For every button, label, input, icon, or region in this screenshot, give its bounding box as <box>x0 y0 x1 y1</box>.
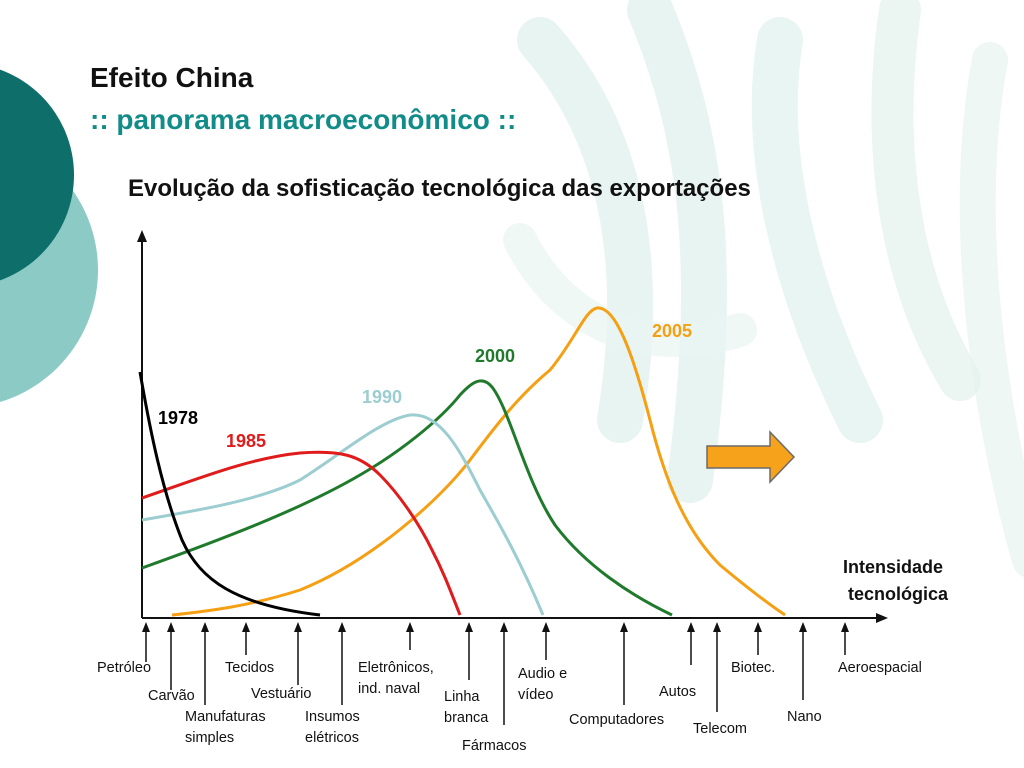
curve-1985 <box>141 450 462 616</box>
category-tick-arrow <box>201 622 209 705</box>
series-label-2000: 2000 <box>475 346 515 366</box>
curve-2005 <box>171 306 786 617</box>
category-labels: Petróleo Carvão Manufaturas simples Tecidos V… <box>97 660 922 754</box>
slide-subtitle: :: panorama macroeconômico :: <box>90 104 517 135</box>
category-label-tecidos: Tecidos <box>225 660 274 676</box>
category-tick-arrow <box>242 622 250 655</box>
category-tick-arrow <box>142 622 150 662</box>
category-tick-arrow <box>713 622 721 712</box>
category-tick-arrow <box>754 622 762 655</box>
chart-title: Evolução da sofisticação tecnológica das… <box>128 175 751 202</box>
category-tick-arrow <box>465 622 473 680</box>
category-label-autos: Autos <box>659 684 696 700</box>
y-axis <box>137 230 147 618</box>
category-label-telecom: Telecom <box>693 721 747 737</box>
category-label-computadores: Computadores <box>569 712 664 728</box>
category-label-audio-e-vídeo: Audio e vídeo <box>518 666 567 703</box>
category-ticks <box>142 622 849 725</box>
category-tick-arrow <box>294 622 302 685</box>
category-label-eletrônicos-ind-naval: Eletrônicos, ind. naval <box>358 660 434 697</box>
decorative-circle-dark <box>0 69 74 281</box>
category-tick-arrow <box>500 622 508 725</box>
category-tick-arrow <box>799 622 807 700</box>
category-label-petróleo: Petróleo <box>97 660 151 676</box>
x-axis-title: Intensidade tecnológica <box>843 557 949 604</box>
category-tick-arrow <box>167 622 175 690</box>
series-label-1990: 1990 <box>362 387 402 407</box>
category-tick-arrow <box>338 622 346 705</box>
category-label-carvão: Carvão <box>148 688 195 704</box>
series-label-1978: 1978 <box>158 408 198 428</box>
category-tick-arrow <box>542 622 550 660</box>
category-tick-arrow <box>841 622 849 655</box>
category-label-vestuário: Vestuário <box>251 686 311 702</box>
category-tick-arrow <box>406 622 414 650</box>
category-label-nano: Nano <box>787 709 822 725</box>
category-label-linha-branca: Linha branca <box>444 689 489 726</box>
series-label-2005: 2005 <box>652 321 692 341</box>
slide-title: Efeito China <box>90 62 254 93</box>
category-label-manufaturas-simples: Manufaturas simples <box>185 709 266 746</box>
category-label-aeroespacial: Aeroespacial <box>838 660 922 676</box>
category-label-insumos-elétricos: Insumos elétricos <box>305 709 360 746</box>
curve-1978 <box>138 371 321 617</box>
category-tick-arrow <box>620 622 628 705</box>
curve-1990 <box>141 413 545 616</box>
series-label-1985: 1985 <box>226 431 266 451</box>
category-tick-arrow <box>687 622 695 665</box>
trend-arrow-right <box>706 430 796 484</box>
x-axis <box>142 613 888 623</box>
curve-2000 <box>141 379 673 617</box>
category-label-fármacos: Fármacos <box>462 738 526 754</box>
category-label-biotec: Biotec. <box>731 660 775 676</box>
